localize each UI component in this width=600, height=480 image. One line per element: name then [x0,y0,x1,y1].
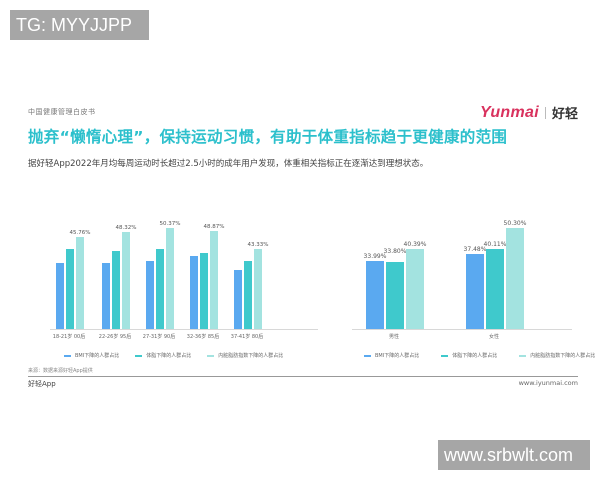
category-label: 女性 [488,334,500,340]
bar-bmi [102,263,110,329]
bar-group: 48.87% [190,224,224,329]
legend-label: 内脏脂肪指数下降的人群占比 [218,353,284,359]
legend-label: 内脏脂肪指数下降的人群占比 [530,353,596,359]
category-label: 27-31岁 90后 [142,334,176,340]
brand-logo: Yunmai 好轻 [479,103,578,123]
footer-divider [28,376,578,377]
legend-item: BMI下降的人群占比 [64,352,119,359]
legend-swatch [364,354,371,357]
legend-item: 体脂下降的人群占比 [441,352,497,359]
bar-body-fat [200,253,208,329]
yunmai-logo: Yunmai [479,103,539,121]
bar-visceral-fat: 48.87% [204,224,224,329]
legend-label: BMI下降的人群占比 [75,353,120,359]
data-label: 50.37% [159,221,181,227]
report-label: 中国健康管理白皮书 [28,108,96,116]
bar-group: 33.99% 33.80% 40.39% [364,241,426,329]
bar-visceral-fat: 43.33% [248,242,268,329]
brand-separator [544,106,546,119]
bar-body-fat [112,251,120,329]
age-group-bar-chart: 45.76% 48.32% 50.37% 48.87% 43.33% [50,210,318,346]
bar-bmi: 33.99% [364,253,386,329]
data-label: 48.87% [203,224,225,230]
bar-bmi [234,270,242,329]
legend-swatch [441,354,449,357]
plot-area: 33.99% 33.80% 40.39% 37.48% 40.11% 50.30… [352,210,572,330]
footer-app-name: 好轻App [28,380,56,388]
watermark-top-left: TG: MYYJJPP [10,10,149,40]
source-note: 来源：数据来源好轻App提供 [28,368,93,374]
legend-item: BMI下降的人群占比 [364,352,419,359]
bar-bmi: 37.48% [464,246,486,329]
category-label: 32-36岁 85后 [186,334,220,340]
bar-visceral-fat: 50.30% [504,220,526,329]
data-label: 40.11% [483,241,507,248]
bar-visceral-fat: 45.76% [70,230,90,329]
category-label: 男性 [388,334,400,340]
bar-body-fat: 40.11% [484,241,506,329]
bar-bmi [146,261,154,329]
bar-group: 48.32% [102,225,136,329]
legend-item: 内脏脂肪指数下降的人群占比 [207,352,283,359]
category-label: 18-21岁 00后 [52,334,86,340]
bar-visceral-fat: 40.39% [404,241,426,329]
data-label: 40.39% [403,241,427,248]
bar-visceral-fat: 48.32% [116,225,136,329]
data-label: 48.32% [115,225,137,231]
legend-label: 体脂下降的人群占比 [146,353,192,359]
bar-body-fat [156,249,164,329]
bar-body-fat [66,249,74,329]
legend-swatch [519,354,527,357]
page-subtitle: 据好轻App2022年月均每周运动时长超过2.5小时的成年用户发现，体重相关指标… [28,159,429,169]
legend-item: 体脂下降的人群占比 [135,352,191,359]
bar-visceral-fat: 50.37% [160,221,180,329]
report-slide: 中国健康管理白皮书 Yunmai 好轻 抛弃“懒惰心理”，保持运动习惯，有助于体… [22,95,595,395]
chart-legend: BMI下降的人群占比 体脂下降的人群占比 内脏脂肪指数下降的人群占比 [364,352,595,359]
data-label: 50.30% [503,220,527,227]
data-label: 45.76% [69,230,91,236]
legend-swatch [135,354,143,357]
legend-swatch [64,354,71,357]
category-label: 22-26岁 95后 [98,334,132,340]
plot-area: 45.76% 48.32% 50.37% 48.87% 43.33% [50,210,318,330]
chart-legend: BMI下降的人群占比 体脂下降的人群占比 内脏脂肪指数下降的人群占比 [64,352,283,359]
bar-group: 45.76% [56,230,90,329]
data-label: 43.33% [247,242,269,248]
bar-group: 50.37% [146,221,180,329]
bar-bmi [56,263,64,329]
legend-label: BMI下降的人群占比 [375,353,420,359]
legend-item: 内脏脂肪指数下降的人群占比 [519,352,595,359]
data-label: 33.99% [363,253,387,260]
gender-bar-chart: 33.99% 33.80% 40.39% 37.48% 40.11% 50.30… [352,210,572,346]
bar-group: 43.33% [234,242,268,329]
page-title: 抛弃“懒惰心理”，保持运动习惯，有助于体重指标趋于更健康的范围 [28,128,508,146]
data-label: 33.80% [383,248,407,255]
data-label: 37.48% [463,246,487,253]
haoqing-logo: 好轻 [551,107,578,122]
bar-bmi [190,256,198,329]
bar-group: 37.48% 40.11% 50.30% [464,220,526,329]
bar-body-fat: 33.80% [384,248,406,329]
category-label: 37-41岁 80后 [230,334,264,340]
legend-label: 体脂下降的人群占比 [452,353,498,359]
legend-swatch [207,354,215,357]
footer-website-link[interactable]: www.iyunmai.com [518,379,578,387]
watermark-bottom-right: www.srbwlt.com [438,440,590,470]
bar-body-fat [244,261,252,329]
